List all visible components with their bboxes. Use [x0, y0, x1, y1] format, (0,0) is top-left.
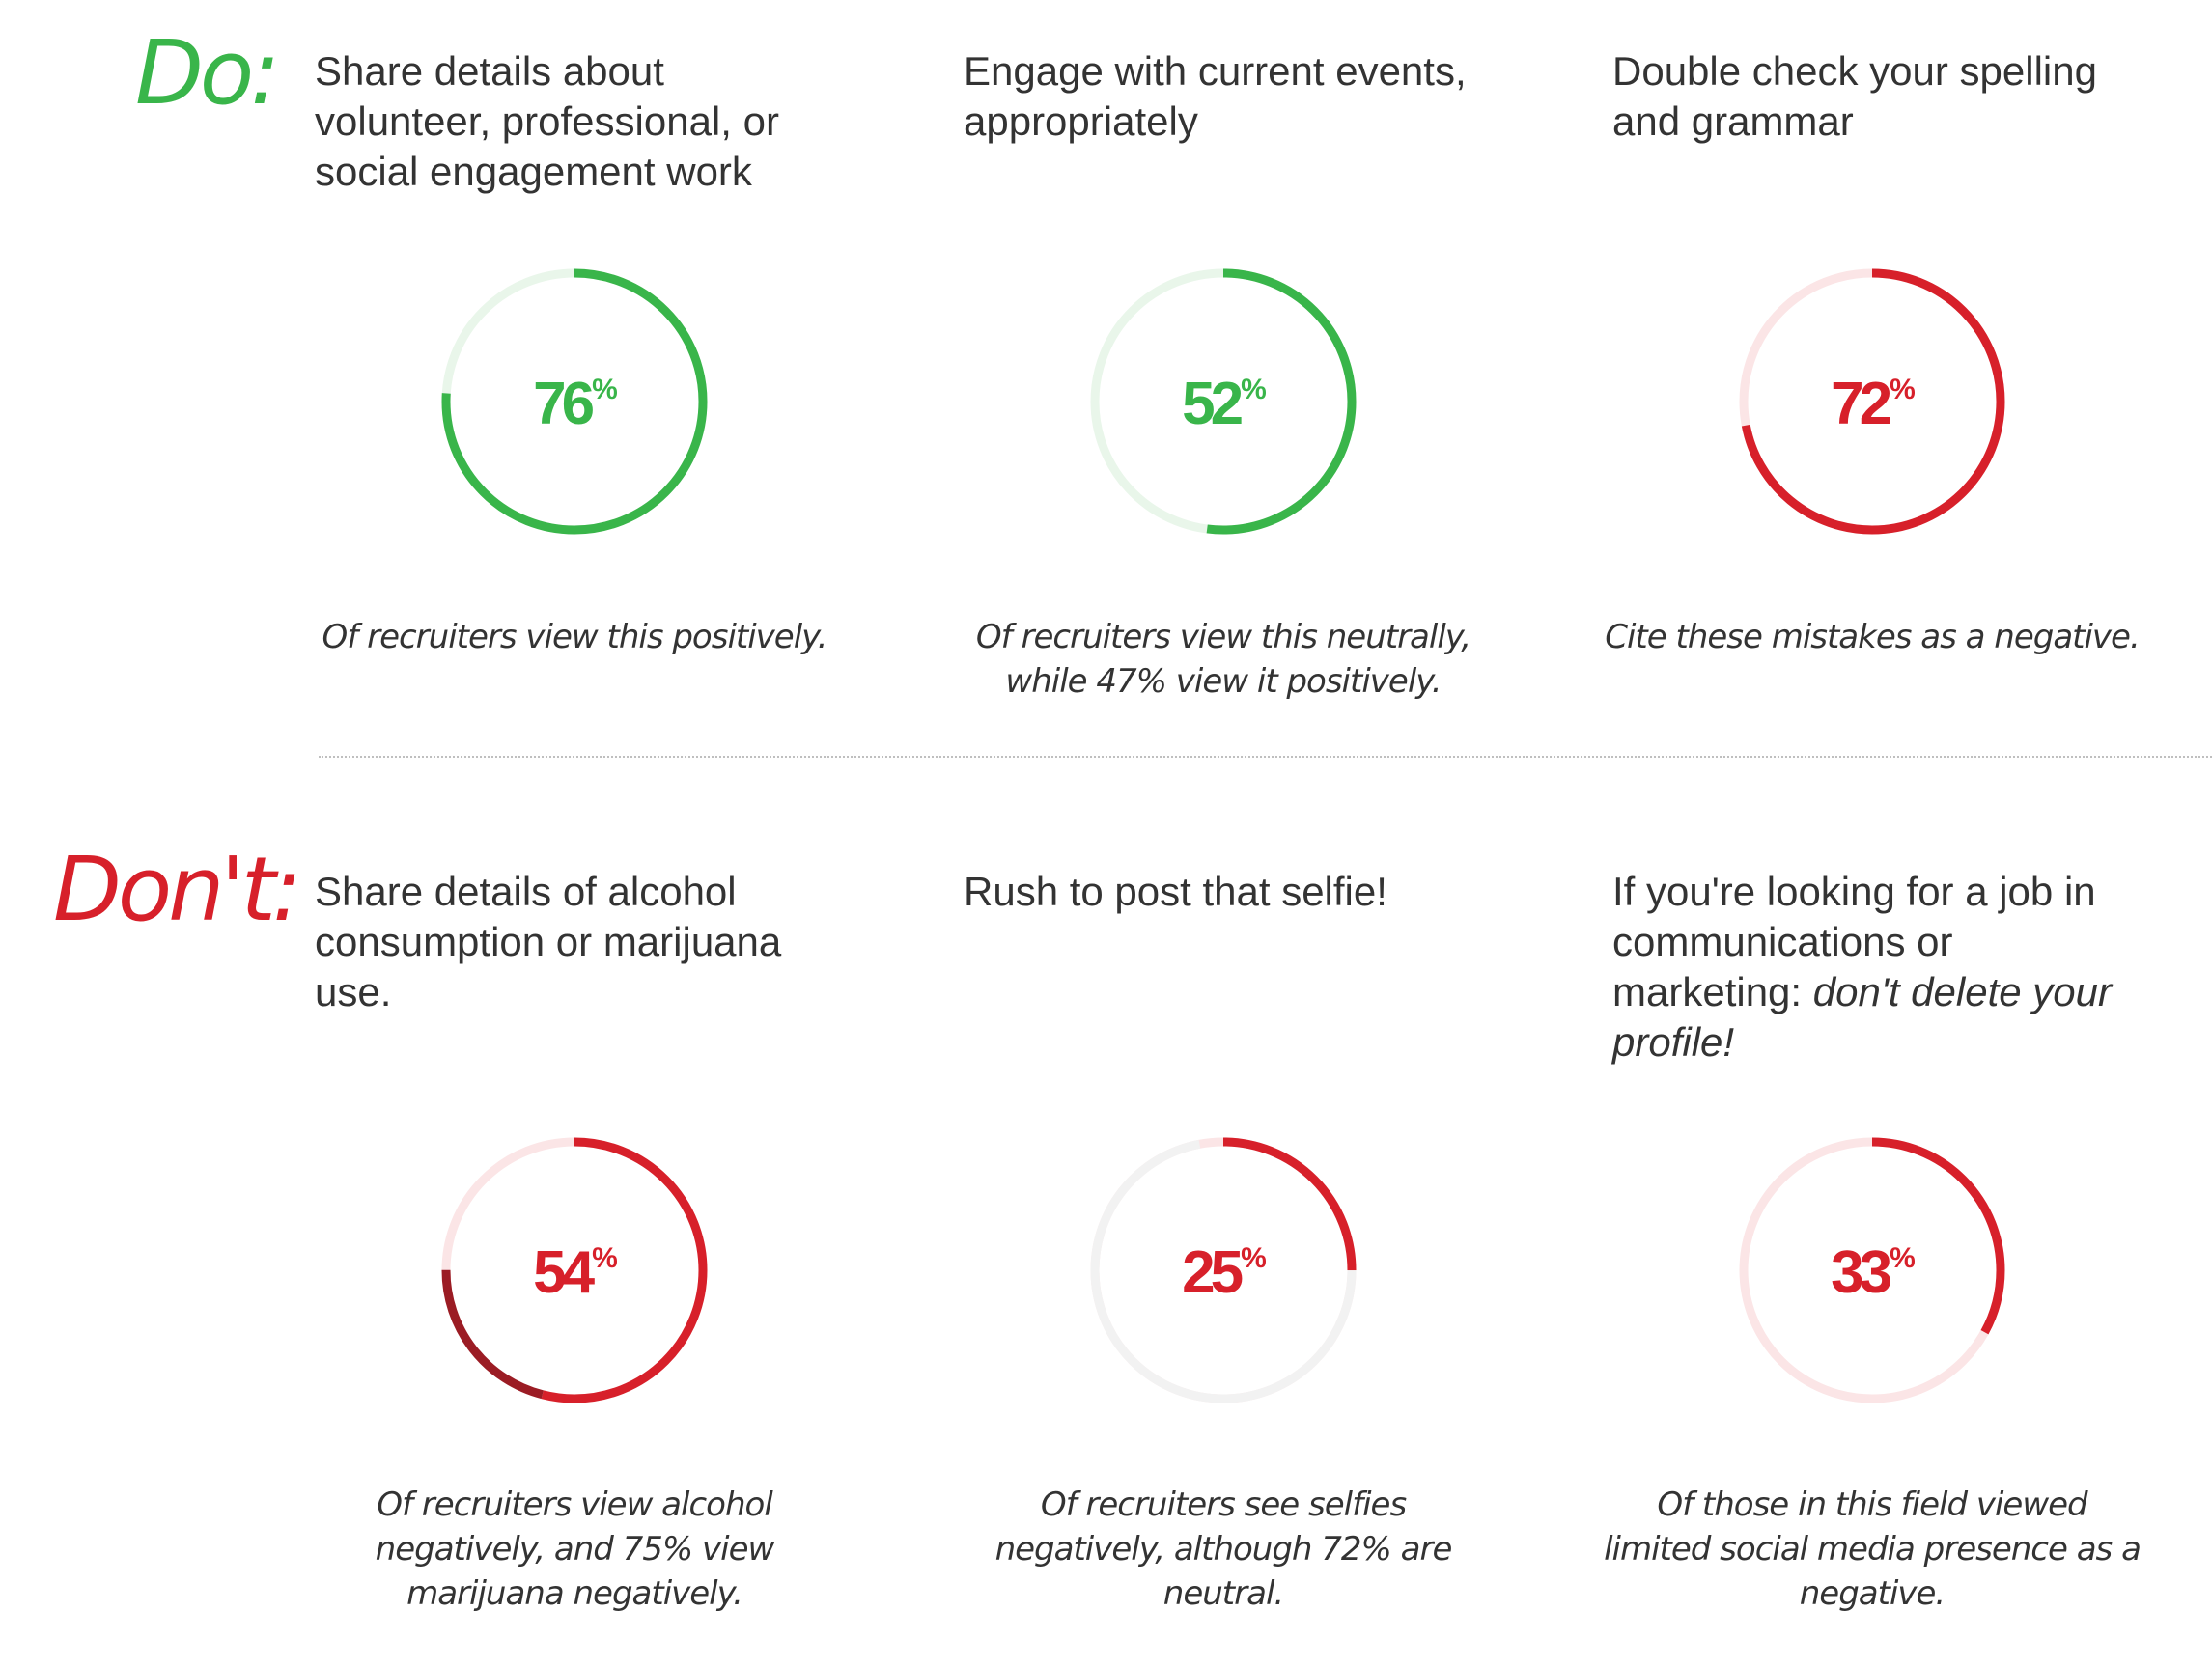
donut-arc-primary — [1739, 1137, 2005, 1403]
dont-heading-1: Share details of alcohol consumption or … — [315, 869, 782, 1014]
donut-arc-primary — [1090, 268, 1357, 535]
donut-value-2: 52% — [1078, 257, 1368, 546]
donut-arc-primary — [441, 268, 708, 535]
donut-value-5: 25% — [1078, 1125, 1368, 1415]
donut-chart-4: 54% — [430, 1125, 719, 1415]
donut-svg-1 — [441, 268, 708, 535]
donut-value-6: 33% — [1727, 1125, 2017, 1415]
donut-chart-6: 33% — [1727, 1125, 2017, 1415]
donut-svg-6 — [1739, 1137, 2005, 1403]
dont-heading-3: If you're looking for a job in communica… — [1612, 867, 2153, 1068]
donut-arc-primary — [441, 1137, 708, 1403]
donut-value-sign-3: % — [1890, 374, 1916, 405]
donut-value-sign-2: % — [1241, 374, 1267, 405]
donut-chart-1: 76% — [430, 257, 719, 546]
donut-value-number-6: 33 — [1831, 1238, 1892, 1306]
do-caption-1: Of recruiters view this positively. — [322, 618, 828, 656]
do-heading-3: Double check your spelling and grammar — [1612, 48, 2097, 144]
do-heading-1: Share details about volunteer, professio… — [315, 48, 779, 194]
donut-value-number-2: 52 — [1182, 370, 1244, 437]
donut-chart-5: 25% — [1078, 1125, 1368, 1415]
donut-svg-4 — [441, 1137, 708, 1403]
dont-caption-3: Of those in this field viewed limited so… — [1604, 1486, 2142, 1613]
donut-value-1: 76% — [430, 257, 719, 546]
dont-heading-3-text: If you're looking for a job in communica… — [1612, 869, 2096, 1014]
donut-arc-primary — [1090, 1137, 1357, 1403]
donut-value-sign-4: % — [592, 1242, 618, 1274]
dont-caption-2: Of recruiters see selfies negatively, al… — [994, 1486, 1453, 1613]
donut-value-number-3: 72 — [1831, 370, 1892, 437]
dont-label: Don't: — [53, 838, 302, 941]
donut-svg-3 — [1739, 268, 2005, 535]
do-label: Do: — [135, 21, 280, 125]
donut-value-4: 54% — [430, 1125, 719, 1415]
donut-value-number-5: 25 — [1182, 1238, 1244, 1306]
donut-value-sign-6: % — [1890, 1242, 1916, 1274]
dont-heading-2: Rush to post that selfie! — [964, 869, 1387, 914]
donut-arc-secondary — [441, 1137, 708, 1403]
donut-svg-2 — [1090, 268, 1357, 535]
donut-value-number-4: 54 — [533, 1238, 595, 1306]
donut-chart-2: 52% — [1078, 257, 1368, 546]
do-caption-2: Of recruiters view this neutrally, while… — [975, 618, 1471, 701]
section-divider — [319, 756, 2212, 758]
do-heading-2: Engage with current events, appropriatel… — [964, 48, 1467, 144]
donut-svg-5 — [1090, 1137, 1357, 1403]
donut-value-sign-1: % — [592, 374, 618, 405]
donut-value-3: 72% — [1727, 257, 2017, 546]
donut-arc-secondary — [1090, 1137, 1357, 1403]
donut-chart-3: 72% — [1727, 257, 2017, 546]
dont-caption-1: Of recruiters view alcohol negatively, a… — [375, 1486, 775, 1613]
do-caption-3: Cite these mistakes as a negative. — [1605, 618, 2141, 656]
dont-heading-3-emphasis: don't delete your profile! — [1612, 969, 2112, 1065]
donut-arc-primary — [1739, 268, 2005, 535]
donut-value-sign-5: % — [1241, 1242, 1267, 1274]
donut-value-number-1: 76 — [533, 370, 595, 437]
